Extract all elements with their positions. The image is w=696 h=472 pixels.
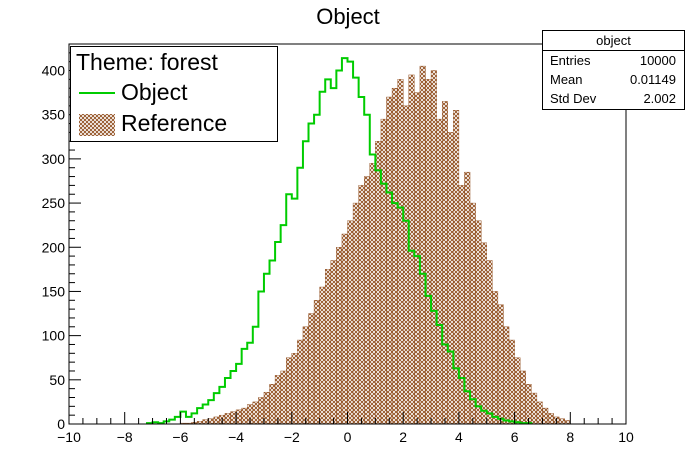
stats-value: 2.002 [643, 91, 676, 106]
reference-bar [230, 411, 237, 425]
y-tick-label: 50 [49, 372, 65, 388]
object-series-line [145, 57, 533, 425]
reference-bar [403, 105, 409, 425]
reference-bar [436, 118, 443, 425]
reference-bar [325, 269, 331, 425]
x-axis: −10 −8 −6 −4 −2 0 2 4 6 8 10 [57, 412, 634, 445]
reference-bar [347, 220, 354, 425]
reference-bar [235, 409, 242, 425]
reference-bar [503, 326, 510, 425]
x-tick-label: −8 [117, 429, 133, 445]
x-tick-label: −4 [228, 429, 244, 445]
x-tick-label: −2 [284, 429, 300, 445]
reference-bar [480, 242, 487, 425]
reference-bar [202, 419, 209, 425]
stats-box-header: object [543, 31, 684, 51]
y-tick-label: 100 [42, 328, 66, 344]
reference-bar [386, 96, 393, 425]
x-tick-label: 4 [455, 429, 463, 445]
legend-entry-object: Object [79, 79, 269, 107]
y-tick-label: 400 [42, 63, 66, 79]
reference-bar [274, 375, 281, 425]
reference-bar [542, 407, 549, 425]
reference-bar [508, 339, 515, 425]
reference-bar [391, 87, 398, 425]
legend-hatch-swatch [79, 114, 115, 136]
stats-value: 10000 [639, 53, 676, 68]
stats-row-entries: Entries 10000 [543, 51, 684, 70]
stats-box: object Entries 10000 Mean 0.01149 Std De… [542, 30, 685, 110]
y-tick-label: 0 [57, 416, 65, 432]
reference-bar [430, 70, 437, 425]
legend-label: Reference [121, 110, 228, 136]
legend: Theme: forest Object Reference [70, 46, 278, 142]
reference-bar [519, 370, 526, 425]
reference-bar [352, 202, 359, 425]
reference-bar [263, 391, 270, 425]
reference-bar [397, 79, 404, 425]
reference-bar [369, 163, 376, 425]
reference-bar [213, 416, 220, 425]
reference-bar [280, 370, 287, 425]
reference-bar [336, 247, 343, 425]
y-tick-label: 300 [42, 151, 66, 167]
reference-bar [358, 185, 365, 425]
y-tick-label: 200 [42, 239, 66, 255]
reference-bar [252, 401, 259, 425]
reference-bar [441, 101, 448, 425]
reference-series [180, 65, 571, 425]
legend-line-swatch [79, 92, 115, 94]
stats-row-mean: Mean 0.01149 [543, 70, 684, 89]
y-tick-label: 150 [42, 283, 66, 299]
reference-bar [341, 233, 348, 425]
reference-bar [330, 260, 337, 425]
x-tick-label: −10 [57, 429, 81, 445]
reference-bar [475, 220, 482, 425]
reference-bar [486, 260, 493, 425]
reference-bar [380, 118, 387, 425]
x-tick-label: 0 [344, 429, 352, 445]
reference-bar [241, 407, 248, 425]
legend-label: Object [121, 79, 188, 105]
reference-bar [313, 300, 320, 425]
stats-label: Std Dev [550, 91, 597, 106]
stats-value: 0.01149 [629, 72, 676, 87]
y-tick-label: 350 [42, 107, 66, 123]
x-tick-label: 10 [618, 429, 634, 445]
stats-label: Mean [550, 72, 583, 87]
reference-bar [224, 413, 231, 425]
reference-bar [319, 286, 326, 425]
reference-bar [497, 304, 504, 425]
reference-bar [536, 401, 543, 425]
reference-bar [419, 65, 426, 425]
reference-bar [564, 420, 571, 425]
reference-bar [308, 313, 315, 425]
stats-row-stddev: Std Dev 2.002 [543, 89, 684, 108]
reference-bar [208, 418, 215, 425]
reference-bar [297, 339, 304, 425]
x-tick-label: 8 [566, 429, 574, 445]
x-tick-label: 2 [399, 429, 407, 445]
x-tick-label: −6 [172, 429, 188, 445]
reference-bar [286, 357, 293, 425]
reference-bar [447, 132, 454, 425]
reference-bar [547, 413, 554, 425]
legend-header: Theme: forest [76, 49, 218, 75]
reference-bar [531, 392, 538, 425]
reference-bar [258, 397, 265, 425]
reference-bar [492, 291, 499, 425]
reference-bar [302, 326, 309, 425]
legend-entry-reference: Reference [79, 110, 269, 138]
reference-bar [514, 357, 521, 425]
reference-bar [364, 176, 370, 425]
x-tick-label: 6 [511, 429, 519, 445]
chart-title: Object [316, 4, 380, 29]
y-tick-label: 250 [42, 195, 66, 211]
reference-bar [558, 418, 565, 425]
stats-label: Entries [550, 53, 591, 68]
reference-bar [291, 353, 298, 425]
reference-bar [269, 384, 276, 425]
reference-bar [425, 79, 432, 425]
